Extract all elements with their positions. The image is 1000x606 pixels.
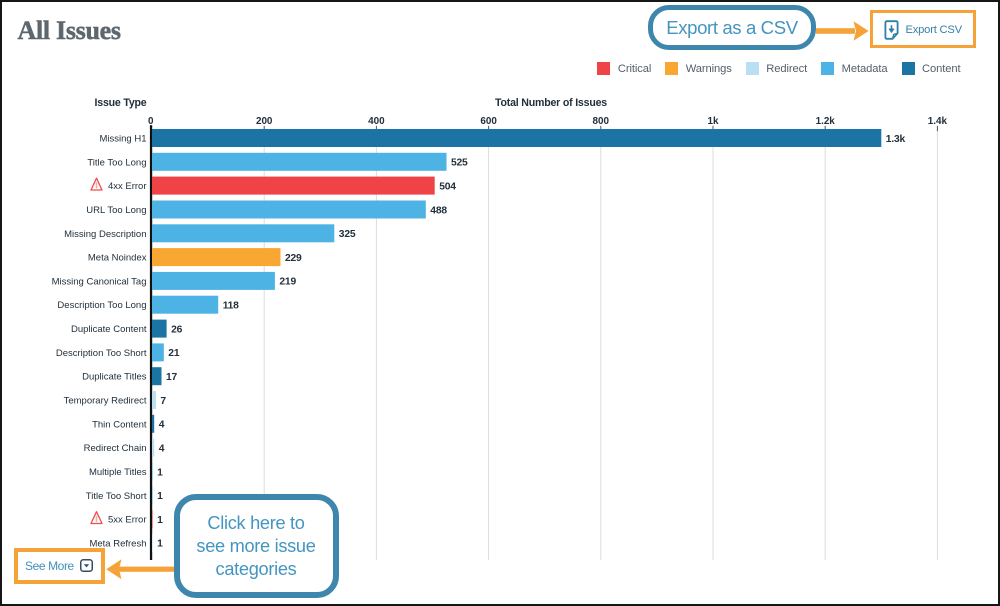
svg-text:Missing H1: Missing H1 <box>100 134 147 145</box>
svg-text:219: 219 <box>279 277 296 288</box>
svg-text:Missing Description: Missing Description <box>64 229 146 240</box>
svg-text:21: 21 <box>168 348 180 359</box>
svg-text:26: 26 <box>171 324 183 335</box>
svg-text:Meta Refresh: Meta Refresh <box>89 538 146 549</box>
svg-text:Redirect Chain: Redirect Chain <box>84 443 147 454</box>
svg-text:600: 600 <box>480 116 497 127</box>
svg-text:229: 229 <box>285 253 302 264</box>
svg-text:1: 1 <box>157 467 163 478</box>
svg-text:Meta Noindex: Meta Noindex <box>88 253 147 264</box>
svg-text:1.2k: 1.2k <box>816 116 836 127</box>
svg-text:Title Too Short: Title Too Short <box>86 491 147 502</box>
svg-text:Multiple Titles: Multiple Titles <box>89 467 147 478</box>
svg-text:Temporary Redirect: Temporary Redirect <box>64 396 147 407</box>
svg-text:4: 4 <box>159 444 165 455</box>
svg-text:17: 17 <box>166 372 178 383</box>
svg-text:118: 118 <box>223 301 239 312</box>
svg-text:525: 525 <box>451 158 468 169</box>
svg-text:1: 1 <box>157 515 163 526</box>
svg-text:1: 1 <box>157 491 163 502</box>
svg-text:1: 1 <box>157 539 163 550</box>
svg-text:488: 488 <box>430 205 447 216</box>
svg-text:Total Number of Issues: Total Number of Issues <box>495 97 607 109</box>
svg-text:4xx Error: 4xx Error <box>108 181 147 192</box>
svg-text:Issue Type: Issue Type <box>95 97 147 109</box>
svg-text:1k: 1k <box>708 116 719 127</box>
svg-text:800: 800 <box>593 116 610 127</box>
svg-text:Duplicate Content: Duplicate Content <box>71 324 147 335</box>
svg-text:325: 325 <box>339 229 356 240</box>
svg-text:Description Too Short: Description Too Short <box>56 348 147 359</box>
svg-text:4: 4 <box>159 420 165 431</box>
svg-text:7: 7 <box>160 396 166 407</box>
svg-text:Thin Content: Thin Content <box>92 419 147 430</box>
svg-text:5xx Error: 5xx Error <box>108 515 147 526</box>
svg-text:URL Too Long: URL Too Long <box>86 205 146 216</box>
svg-text:0: 0 <box>148 116 154 127</box>
svg-text:Missing Canonical Tag: Missing Canonical Tag <box>52 276 147 287</box>
svg-text:Title Too Long: Title Too Long <box>87 157 146 168</box>
svg-text:1.3k: 1.3k <box>886 134 906 145</box>
svg-text:400: 400 <box>368 116 385 127</box>
svg-text:1.4k: 1.4k <box>928 116 948 127</box>
svg-text:200: 200 <box>256 116 273 127</box>
svg-text:Description Too Long: Description Too Long <box>57 300 146 311</box>
svg-text:Duplicate Titles: Duplicate Titles <box>82 372 147 383</box>
svg-text:504: 504 <box>439 181 456 192</box>
